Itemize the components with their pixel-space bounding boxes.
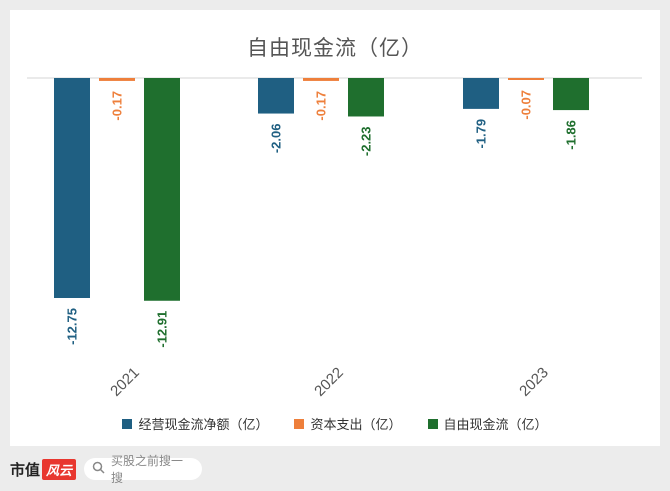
- data-label-2021-series-2: -0.17: [110, 91, 125, 121]
- legend-item-3: 自由现金流（亿）: [427, 414, 548, 433]
- data-label-2022-series-1: -2.06: [269, 124, 284, 154]
- legend-label: 经营现金流净额（亿）: [138, 417, 269, 432]
- bar-2022-series-1: [258, 78, 294, 114]
- legend-swatch: [427, 418, 438, 429]
- chart-legend: 经营现金流净额（亿） 资本支出（亿） 自由现金流（亿）: [10, 414, 660, 433]
- x-tick-label-2021: 2021: [107, 364, 143, 400]
- data-label-2021-series-1: -12.75: [65, 308, 80, 345]
- bar-2023-series-3: [553, 78, 589, 111]
- legend-swatch: [294, 418, 305, 429]
- data-label-2022-series-3: -2.23: [359, 126, 374, 156]
- bar-chart: -12.75 -0.17 -12.91 2021 -2.06 -0.17 -2.23 2022…: [27, 77, 642, 400]
- legend-swatch: [122, 418, 133, 429]
- bar-2023-series-2: [508, 78, 544, 80]
- legend-item-2: 资本支出（亿）: [294, 414, 402, 433]
- x-tick-label-2023: 2023: [516, 364, 552, 400]
- data-label-2021-series-3: -12.91: [155, 311, 170, 348]
- search-icon: [92, 461, 105, 477]
- bar-2021-series-1: [54, 78, 90, 298]
- search-placeholder: 买股之前搜一搜: [111, 454, 184, 485]
- legend-item-1: 经营现金流净额（亿）: [122, 414, 268, 433]
- chart-title: 自由现金流（亿）: [247, 37, 423, 60]
- bar-2023-series-1: [463, 78, 499, 109]
- bar-2022-series-3: [348, 78, 384, 117]
- bar-2021-series-2: [99, 78, 135, 81]
- legend-label: 自由现金流（亿）: [443, 417, 548, 432]
- data-label-2023-series-1: -1.79: [474, 119, 489, 149]
- search-box[interactable]: 买股之前搜一搜: [84, 454, 203, 485]
- legend-label: 资本支出（亿）: [310, 417, 402, 432]
- data-label-2023-series-3: -1.86: [564, 120, 579, 150]
- bar-2022-series-2: [303, 78, 339, 81]
- brand-name: 市值: [10, 460, 41, 479]
- brand-badge: 风云: [42, 458, 77, 480]
- data-label-2023-series-2: -0.07: [519, 90, 534, 120]
- data-label-2022-series-2: -0.17: [314, 91, 329, 121]
- brand-logo: 市值 风云: [10, 458, 77, 480]
- footer-bar: 市值 风云 买股之前搜一搜: [10, 454, 203, 485]
- bar-2021-series-3: [144, 78, 180, 301]
- chart-card: 自由现金流（亿） -12.75 -0.17 -12.91 2021 -2.06 -0.17…: [10, 10, 660, 446]
- x-tick-label-2022: 2022: [311, 364, 347, 400]
